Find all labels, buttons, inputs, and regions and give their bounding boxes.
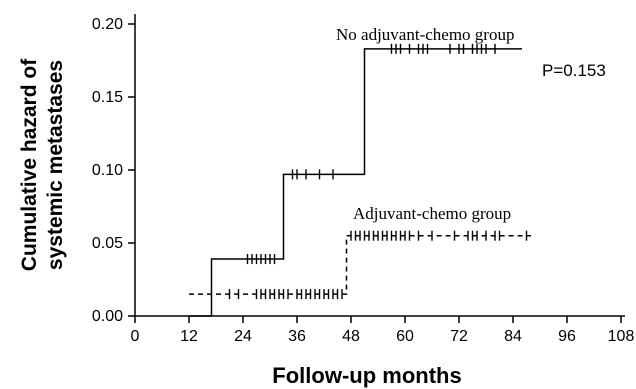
step-line <box>189 48 522 317</box>
p-value-annotation: P=0.153 <box>542 61 606 80</box>
series-label-no-adjuvant: No adjuvant-chemo group <box>336 25 514 44</box>
y-tick-label: 0.05 <box>92 235 123 252</box>
y-tick-label: 0.10 <box>92 162 123 179</box>
series-adjuvant <box>189 230 531 300</box>
series-no-adjuvant <box>189 43 522 317</box>
x-axis-ticks: 0 12 24 36 48 60 72 84 96 108 <box>131 316 635 345</box>
step-line <box>189 234 531 295</box>
y-tick-label: 0.15 <box>92 89 123 106</box>
x-tick-label: 12 <box>180 328 198 345</box>
series-layer <box>189 43 531 317</box>
x-axis-title: Follow-up months <box>272 363 461 388</box>
x-tick-label: 60 <box>396 328 414 345</box>
y-axis-ticks: 0.00 0.05 0.10 0.15 0.20 <box>92 16 135 325</box>
x-tick-label: 24 <box>234 328 252 345</box>
series-label-adjuvant: Adjuvant-chemo group <box>353 204 511 223</box>
x-tick-label: 96 <box>558 328 576 345</box>
x-tick-label: 84 <box>504 328 522 345</box>
y-axis-title: Cumulative hazard of systemic metastases <box>18 58 67 271</box>
x-tick-label: 48 <box>342 328 360 345</box>
y-axis-title-line-1: Cumulative hazard of <box>18 58 41 271</box>
y-axis-title-line-2: systemic metastases <box>44 60 67 270</box>
x-tick-label: 36 <box>288 328 306 345</box>
x-tick-label: 108 <box>608 328 635 345</box>
x-tick-label: 0 <box>131 328 140 345</box>
x-tick-label: 72 <box>450 328 468 345</box>
y-tick-label: 0.00 <box>92 308 123 325</box>
y-tick-label: 0.20 <box>92 16 123 33</box>
